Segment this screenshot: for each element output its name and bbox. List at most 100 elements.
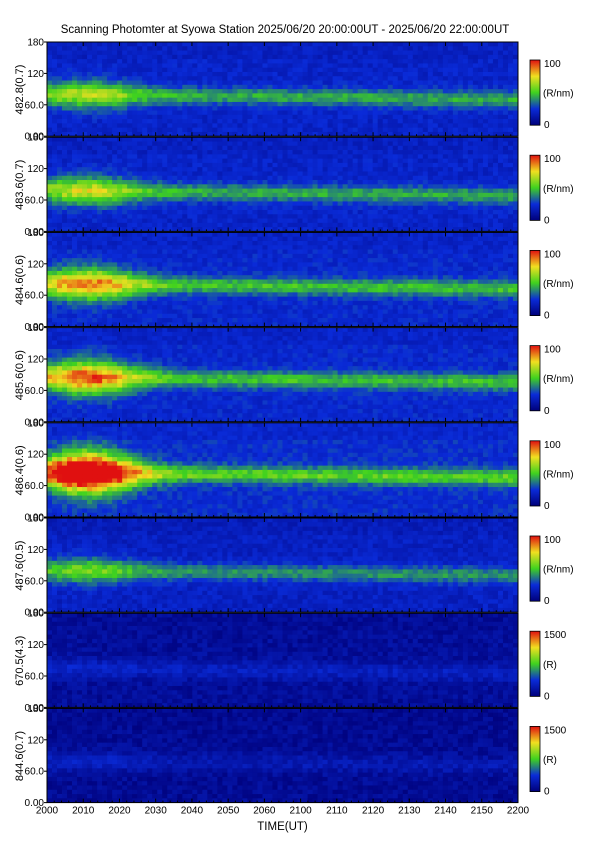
heatmap-cell bbox=[318, 150, 323, 155]
heatmap-cell bbox=[413, 180, 418, 185]
heatmap-cell bbox=[162, 197, 167, 202]
heatmap-cell bbox=[62, 254, 67, 259]
heatmap-cell bbox=[252, 119, 257, 124]
heatmap-cell bbox=[298, 163, 303, 168]
heatmap-cell bbox=[388, 154, 393, 159]
heatmap-cell bbox=[107, 123, 112, 128]
heatmap-cell bbox=[368, 223, 373, 228]
heatmap-cell bbox=[122, 284, 127, 289]
heatmap-cell bbox=[87, 93, 92, 98]
heatmap-cell bbox=[52, 180, 57, 185]
heatmap-cell bbox=[388, 59, 393, 64]
heatmap-cell bbox=[62, 271, 67, 276]
heatmap-cell bbox=[483, 72, 488, 77]
heatmap-cell bbox=[77, 254, 82, 259]
heatmap-cell bbox=[458, 42, 463, 47]
heatmap-cell bbox=[343, 176, 348, 181]
heatmap-cell bbox=[127, 318, 132, 323]
heatmap-cell bbox=[152, 89, 157, 94]
heatmap-cell bbox=[418, 171, 423, 176]
heatmap-cell bbox=[283, 123, 288, 128]
heatmap-cell bbox=[363, 68, 368, 73]
heatmap-cell bbox=[473, 111, 478, 116]
heatmap-cell bbox=[303, 146, 308, 151]
heatmap-cell bbox=[428, 197, 433, 202]
heatmap-cell bbox=[152, 141, 157, 146]
heatmap-cell bbox=[117, 318, 122, 323]
heatmap-cell bbox=[348, 51, 353, 56]
heatmap-cell bbox=[463, 206, 468, 211]
heatmap-cell bbox=[112, 189, 117, 194]
heatmap-cell bbox=[187, 210, 192, 215]
heatmap-cell bbox=[298, 193, 303, 198]
heatmap-cell bbox=[343, 93, 348, 98]
heatmap-cell bbox=[272, 193, 277, 198]
heatmap-cell bbox=[57, 154, 62, 159]
heatmap-cell bbox=[202, 197, 207, 202]
heatmap-cell bbox=[288, 141, 293, 146]
heatmap-cell bbox=[202, 189, 207, 194]
heatmap-cell bbox=[67, 89, 72, 94]
heatmap-cell bbox=[132, 89, 137, 94]
heatmap-cell bbox=[433, 171, 438, 176]
heatmap-cell bbox=[488, 193, 493, 198]
heatmap-cell bbox=[252, 150, 257, 155]
heatmap-cell bbox=[453, 59, 458, 64]
heatmap-cell bbox=[498, 115, 503, 120]
heatmap-cell bbox=[483, 146, 488, 151]
heatmap-cell bbox=[202, 98, 207, 103]
heatmap-cell bbox=[107, 250, 112, 255]
heatmap-cell bbox=[67, 245, 72, 250]
heatmap-cell bbox=[47, 106, 52, 111]
heatmap-cell bbox=[147, 206, 152, 211]
heatmap-cell bbox=[97, 146, 102, 151]
heatmap-cell bbox=[197, 128, 202, 133]
heatmap-cell bbox=[478, 93, 483, 98]
heatmap-cell bbox=[147, 119, 152, 124]
heatmap-cell bbox=[237, 150, 242, 155]
heatmap-cell bbox=[202, 111, 207, 116]
heatmap-cell bbox=[368, 106, 373, 111]
heatmap-cell bbox=[272, 106, 277, 111]
heatmap-cell bbox=[242, 163, 247, 168]
heatmap-cell bbox=[137, 206, 142, 211]
heatmap-cell bbox=[433, 106, 438, 111]
heatmap-cell bbox=[333, 115, 338, 120]
heatmap-cell bbox=[57, 241, 62, 246]
heatmap-cell bbox=[277, 93, 282, 98]
heatmap-cell bbox=[388, 93, 393, 98]
heatmap-cell bbox=[122, 63, 127, 68]
heatmap-cell bbox=[383, 163, 388, 168]
heatmap-cell bbox=[257, 184, 262, 189]
heatmap-cell bbox=[137, 305, 142, 310]
heatmap-cell bbox=[92, 301, 97, 306]
heatmap-cell bbox=[262, 171, 267, 176]
heatmap-cell bbox=[328, 42, 333, 47]
heatmap-cell bbox=[458, 59, 463, 64]
heatmap-cell bbox=[413, 201, 418, 206]
heatmap-cell bbox=[388, 85, 393, 90]
heatmap-cell bbox=[247, 154, 252, 159]
heatmap-cell bbox=[62, 223, 67, 228]
heatmap-cell bbox=[498, 163, 503, 168]
heatmap-cell bbox=[172, 309, 177, 314]
heatmap-cell bbox=[328, 119, 333, 124]
heatmap-cell bbox=[127, 93, 132, 98]
heatmap-cell bbox=[488, 98, 493, 103]
heatmap-cell bbox=[137, 76, 142, 81]
heatmap-cell bbox=[67, 98, 72, 103]
heatmap-cell bbox=[262, 146, 267, 151]
heatmap-cell bbox=[117, 258, 122, 263]
heatmap-cell bbox=[338, 102, 343, 107]
heatmap-cell bbox=[227, 176, 232, 181]
heatmap-cell bbox=[378, 189, 383, 194]
heatmap-cell bbox=[107, 85, 112, 90]
heatmap-cell bbox=[418, 106, 423, 111]
heatmap-cell bbox=[308, 89, 313, 94]
heatmap-cell bbox=[468, 68, 473, 73]
heatmap-cell bbox=[262, 197, 267, 202]
heatmap-cell bbox=[157, 292, 162, 297]
heatmap-cell bbox=[277, 197, 282, 202]
heatmap-cell bbox=[267, 167, 272, 172]
heatmap-cell bbox=[413, 51, 418, 56]
